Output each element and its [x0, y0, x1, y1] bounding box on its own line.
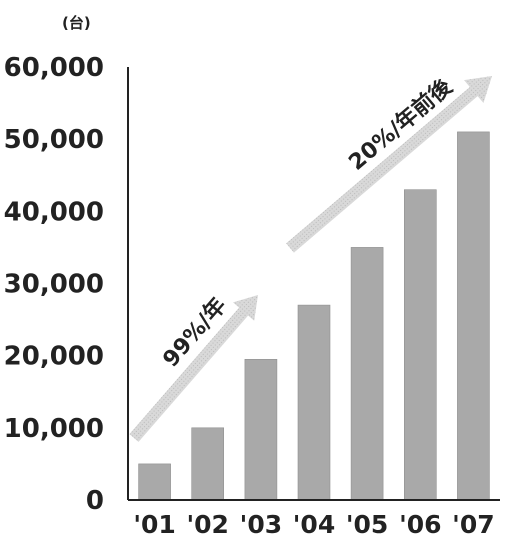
bar-7 — [457, 131, 490, 501]
bar-5 — [350, 247, 384, 501]
bar-4 — [297, 304, 331, 501]
x-tick-label: '07 — [452, 510, 494, 539]
bar-3 — [244, 358, 278, 501]
bar-1 — [138, 463, 171, 501]
y-tick-label: 30,000 — [4, 270, 104, 300]
bars — [138, 131, 490, 501]
trend-arrow-1 — [129, 294, 259, 442]
x-tick-label: '01 — [133, 510, 175, 539]
y-tick-label: 40,000 — [4, 197, 104, 227]
x-tick-label: '05 — [346, 510, 388, 539]
x-tick-label: '03 — [240, 510, 282, 539]
y-tick-label: 20,000 — [4, 342, 104, 372]
y-tick-label: 60,000 — [4, 53, 104, 83]
x-tick-label: '06 — [399, 510, 441, 539]
y-tick-label: 50,000 — [4, 125, 104, 155]
trend-arrows — [129, 76, 493, 442]
y-tick-label: 0 — [86, 486, 104, 516]
axes — [127, 67, 500, 501]
x-tick-label: '04 — [293, 510, 335, 539]
y-tick-label: 10,000 — [4, 414, 104, 444]
x-tick-label: '02 — [186, 510, 228, 539]
y-unit-label: (台) — [62, 14, 91, 32]
bar-2 — [191, 427, 224, 501]
x-tick-labels: '01 '02 '03 '04 '05 '06 '07 — [133, 510, 494, 539]
trend-arrow-2 — [286, 76, 493, 253]
bar-6 — [403, 189, 437, 501]
y-tick-labels: 0 10,000 20,000 30,000 40,000 50,000 60,000 — [4, 53, 104, 516]
